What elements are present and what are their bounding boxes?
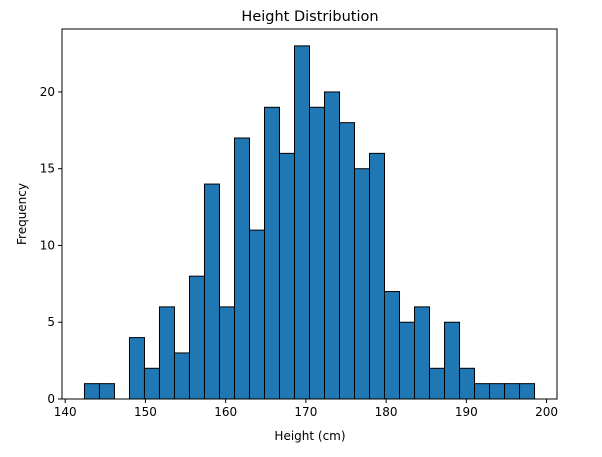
histogram-bar — [309, 106, 326, 400]
x-tick-label: 140 — [54, 405, 77, 419]
histogram-bar — [429, 367, 446, 400]
histogram-bar — [474, 383, 491, 400]
x-axis-label: Height (cm) — [274, 429, 345, 443]
histogram-bar — [188, 275, 205, 400]
histogram-bar — [293, 45, 310, 400]
histogram-bar — [128, 337, 145, 400]
histogram-bar — [324, 91, 341, 400]
histogram-bar — [218, 306, 235, 400]
y-axis-ticks: 0 5 10 15 20 — [40, 85, 62, 406]
histogram-bar — [248, 229, 265, 400]
histogram-bar — [278, 152, 295, 400]
histogram-bar — [143, 367, 160, 400]
y-tick-label: 15 — [40, 162, 55, 176]
plot-frame — [61, 28, 558, 400]
x-tick-label: 200 — [535, 405, 558, 419]
x-tick-label: 150 — [134, 405, 157, 419]
histogram-bar — [354, 168, 371, 400]
histogram-bar — [489, 383, 506, 400]
histogram-bar — [98, 383, 115, 400]
histogram-bar — [519, 383, 536, 400]
histogram-bar — [504, 383, 521, 400]
histogram-bar — [263, 106, 280, 400]
histogram-bar — [384, 291, 401, 400]
y-axis-label: Frequency — [15, 183, 29, 245]
histogram-bar — [173, 352, 190, 400]
y-tick-label: 5 — [47, 315, 55, 329]
histogram-bar — [158, 306, 175, 400]
histogram-bar — [459, 367, 476, 400]
histogram-bar — [399, 321, 416, 400]
histogram-bar — [203, 183, 220, 400]
chart-title: Height Distribution — [241, 9, 378, 25]
histogram-bar — [233, 137, 250, 400]
bars-group — [83, 45, 536, 400]
x-tick-label: 170 — [294, 405, 317, 419]
x-tick-label: 180 — [375, 405, 398, 419]
histogram-bar — [444, 321, 461, 400]
y-tick-label: 10 — [40, 238, 55, 252]
histogram-bar — [369, 152, 386, 400]
x-tick-label: 190 — [455, 405, 478, 419]
y-tick-label: 0 — [47, 392, 55, 406]
histogram-bar — [339, 122, 356, 400]
x-axis-ticks: 140 150 160 170 180 190 200 — [54, 399, 558, 419]
histogram-bar — [414, 306, 431, 400]
histogram-bar — [83, 383, 100, 400]
y-tick-label: 20 — [40, 85, 55, 99]
x-tick-label: 160 — [214, 405, 237, 419]
